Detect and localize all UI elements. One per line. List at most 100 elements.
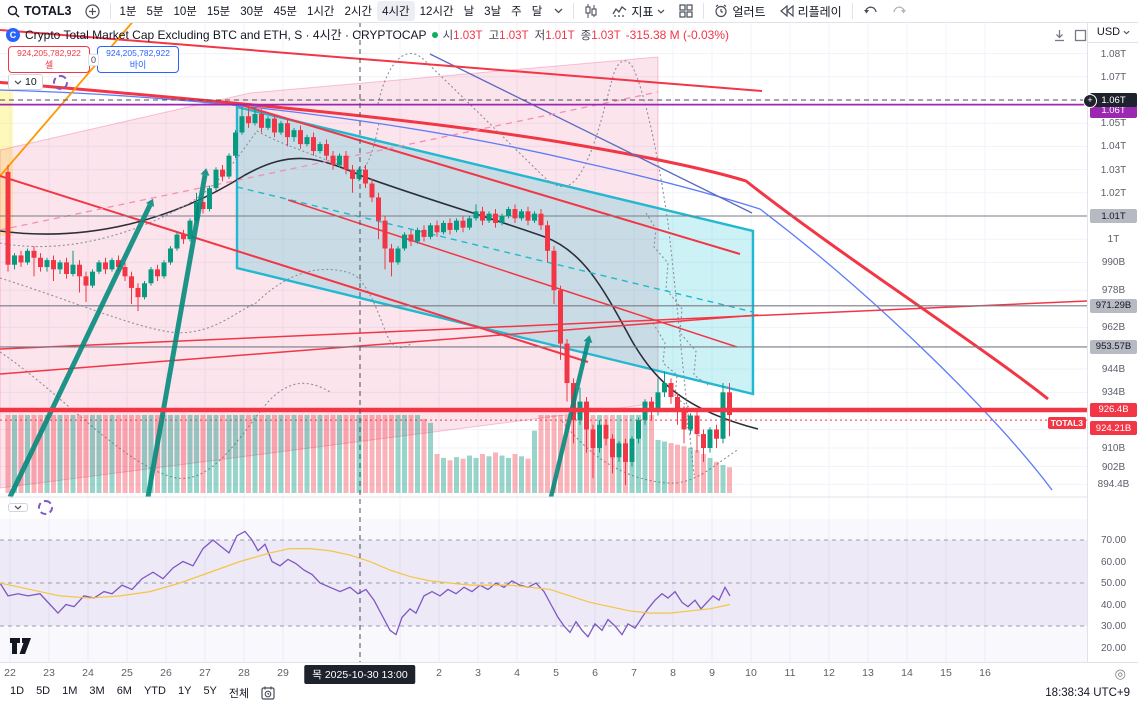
scroll-download-icon[interactable] <box>1053 29 1066 42</box>
sell-button[interactable]: 924,205,782,922 셀 <box>8 46 90 73</box>
teal-arrow-3 <box>548 341 591 498</box>
timeframe-달[interactable]: 달 <box>531 6 543 18</box>
top-toolbar: TOTAL3 1분 5분 10분 15분 30분 45분 1시간 2시간 4시간 12시간 날 3날 주… <box>0 0 1138 23</box>
go-to-realtime-icon[interactable]: ◎ <box>1114 666 1126 681</box>
quantity-selector[interactable]: 10 <box>8 74 43 90</box>
timeframe-10분[interactable]: 10분 <box>173 6 197 18</box>
timeframe-30분[interactable]: 30분 <box>240 6 264 18</box>
timeframe-3날[interactable]: 3날 <box>484 6 502 18</box>
chevron-down-icon <box>14 80 22 85</box>
chart-pane[interactable]: C Crypto Total Market Cap Excluding BTC … <box>0 22 1087 662</box>
buy-button[interactable]: 924,205,782,922 바이 <box>97 46 180 73</box>
price-tick: 990B <box>1101 257 1126 269</box>
timeframe-4시간[interactable]: 4시간 <box>377 1 415 21</box>
maximize-icon[interactable] <box>1074 29 1087 42</box>
range-5Y[interactable]: 5Y <box>203 685 217 697</box>
price-tick: 910B <box>1101 443 1126 454</box>
go-to-date-icon[interactable] <box>261 686 275 700</box>
range-전체[interactable]: 전체 <box>228 688 250 700</box>
timeframe-1분[interactable]: 1분 <box>119 6 137 18</box>
red-trend-desc-1 <box>0 175 589 363</box>
price-tick: 978B <box>1101 285 1126 297</box>
alert-label: 얼러트 <box>732 4 766 19</box>
candle-style-icon[interactable] <box>577 0 605 22</box>
red-trend-topleft <box>0 29 763 92</box>
symbol-search[interactable]: TOTAL3 <box>0 0 78 22</box>
alert-button[interactable]: 얼러트 <box>707 0 772 22</box>
layout-grid-icon[interactable] <box>672 0 700 22</box>
price-tick: 962B <box>1101 322 1126 334</box>
sell-price: 924,205,782,922 <box>17 48 81 58</box>
clock-utc[interactable]: 18:38:34 UTC+9 <box>1045 687 1130 699</box>
time-tick: 28 <box>238 667 250 679</box>
add-alert-icon[interactable]: + <box>1083 94 1097 108</box>
toolbar-separator <box>703 3 705 19</box>
undo-icon[interactable] <box>856 0 885 22</box>
currency-selector[interactable]: USD <box>1088 22 1138 43</box>
trade-panel: 924,205,782,922 셀 0 924,205,782,922 바이 <box>8 46 180 73</box>
timeframe-주[interactable]: 주 <box>511 6 522 18</box>
rsi-line <box>0 530 731 638</box>
timeframe-2시간[interactable]: 2시간 <box>344 6 373 18</box>
indicator-pane-controls <box>8 500 53 515</box>
redo-icon[interactable] <box>885 0 914 22</box>
symbol-name: TOTAL3 <box>24 4 72 18</box>
time-tick: 25 <box>121 667 133 679</box>
price-label-tag: TOTAL3 <box>1047 417 1086 429</box>
rsi-pane <box>0 519 1087 662</box>
pink-dashed-trend <box>0 91 659 231</box>
bb-wide-lower-dotted <box>0 351 331 479</box>
time-tick: 2 <box>436 667 442 679</box>
range-6M[interactable]: 6M <box>116 685 132 697</box>
tradingview-logo[interactable] <box>10 638 36 657</box>
indicators-button[interactable]: 지표 <box>605 0 672 22</box>
quantity-value: 10 <box>25 76 37 88</box>
pane-loop-icon[interactable] <box>38 500 53 515</box>
timeframe-12시간[interactable]: 12시간 <box>419 6 454 18</box>
orange-trend <box>0 22 134 177</box>
red-trend-asc-2 <box>0 314 759 375</box>
price-tick: 902B <box>1101 461 1126 473</box>
ohlc-item: 저1.01T <box>534 29 575 42</box>
timeframe-15분[interactable]: 15분 <box>206 6 231 18</box>
range-1M[interactable]: 1M <box>62 685 78 697</box>
time-tick: 10 <box>745 667 757 679</box>
range-YTD[interactable]: YTD <box>143 685 166 697</box>
price-tick: 1.08T <box>1100 48 1127 60</box>
rsi-tick: 40.00 <box>1100 599 1127 611</box>
candles <box>5 104 732 486</box>
bb-upper-left-dotted <box>0 122 380 248</box>
blue-trend <box>429 53 753 214</box>
timeframe-날[interactable]: 날 <box>463 6 475 18</box>
timeframe-45분[interactable]: 45분 <box>273 6 297 18</box>
timeframe-5분[interactable]: 5분 <box>146 6 164 18</box>
price-badge-red: 924.21B <box>1090 421 1137 436</box>
source-loop-icon[interactable] <box>52 74 68 90</box>
range-5D[interactable]: 5D <box>36 685 51 697</box>
compare-add-icon[interactable] <box>78 0 107 22</box>
chart-legend[interactable]: C Crypto Total Market Cap Excluding BTC … <box>6 26 729 43</box>
rsi-ma-line <box>0 547 731 614</box>
price-tick: 1.05T <box>1100 118 1127 130</box>
price-tick: 1.07T <box>1100 71 1127 83</box>
time-tick: 9 <box>709 667 715 679</box>
range-1D[interactable]: 1D <box>10 685 25 697</box>
market-status-dot <box>431 31 438 38</box>
timeframe-1시간[interactable]: 1시간 <box>306 6 335 18</box>
range-3M[interactable]: 3M <box>89 685 105 697</box>
price-badge-purple: 1.06T <box>1090 103 1137 118</box>
timeframe-chevron-icon[interactable] <box>547 0 570 22</box>
time-tick: 4 <box>514 667 520 679</box>
time-tick: 8 <box>670 667 676 679</box>
range-1Y[interactable]: 1Y <box>177 685 192 697</box>
price-badge-black: 1.06T + <box>1083 93 1137 108</box>
pane-collapse-button[interactable] <box>8 503 28 512</box>
chart-canvas[interactable] <box>0 22 1087 662</box>
replay-button[interactable]: 리플레이 <box>773 0 849 22</box>
time-tick: 7 <box>631 667 637 679</box>
time-axis[interactable]: ◎ 222324252627282911월2345678910111213141… <box>0 662 1138 685</box>
ohlc-item: 고1.03T <box>488 29 529 42</box>
change-value: -315.38 M (-0.03%) <box>625 27 730 42</box>
time-tick: 5 <box>553 667 559 679</box>
